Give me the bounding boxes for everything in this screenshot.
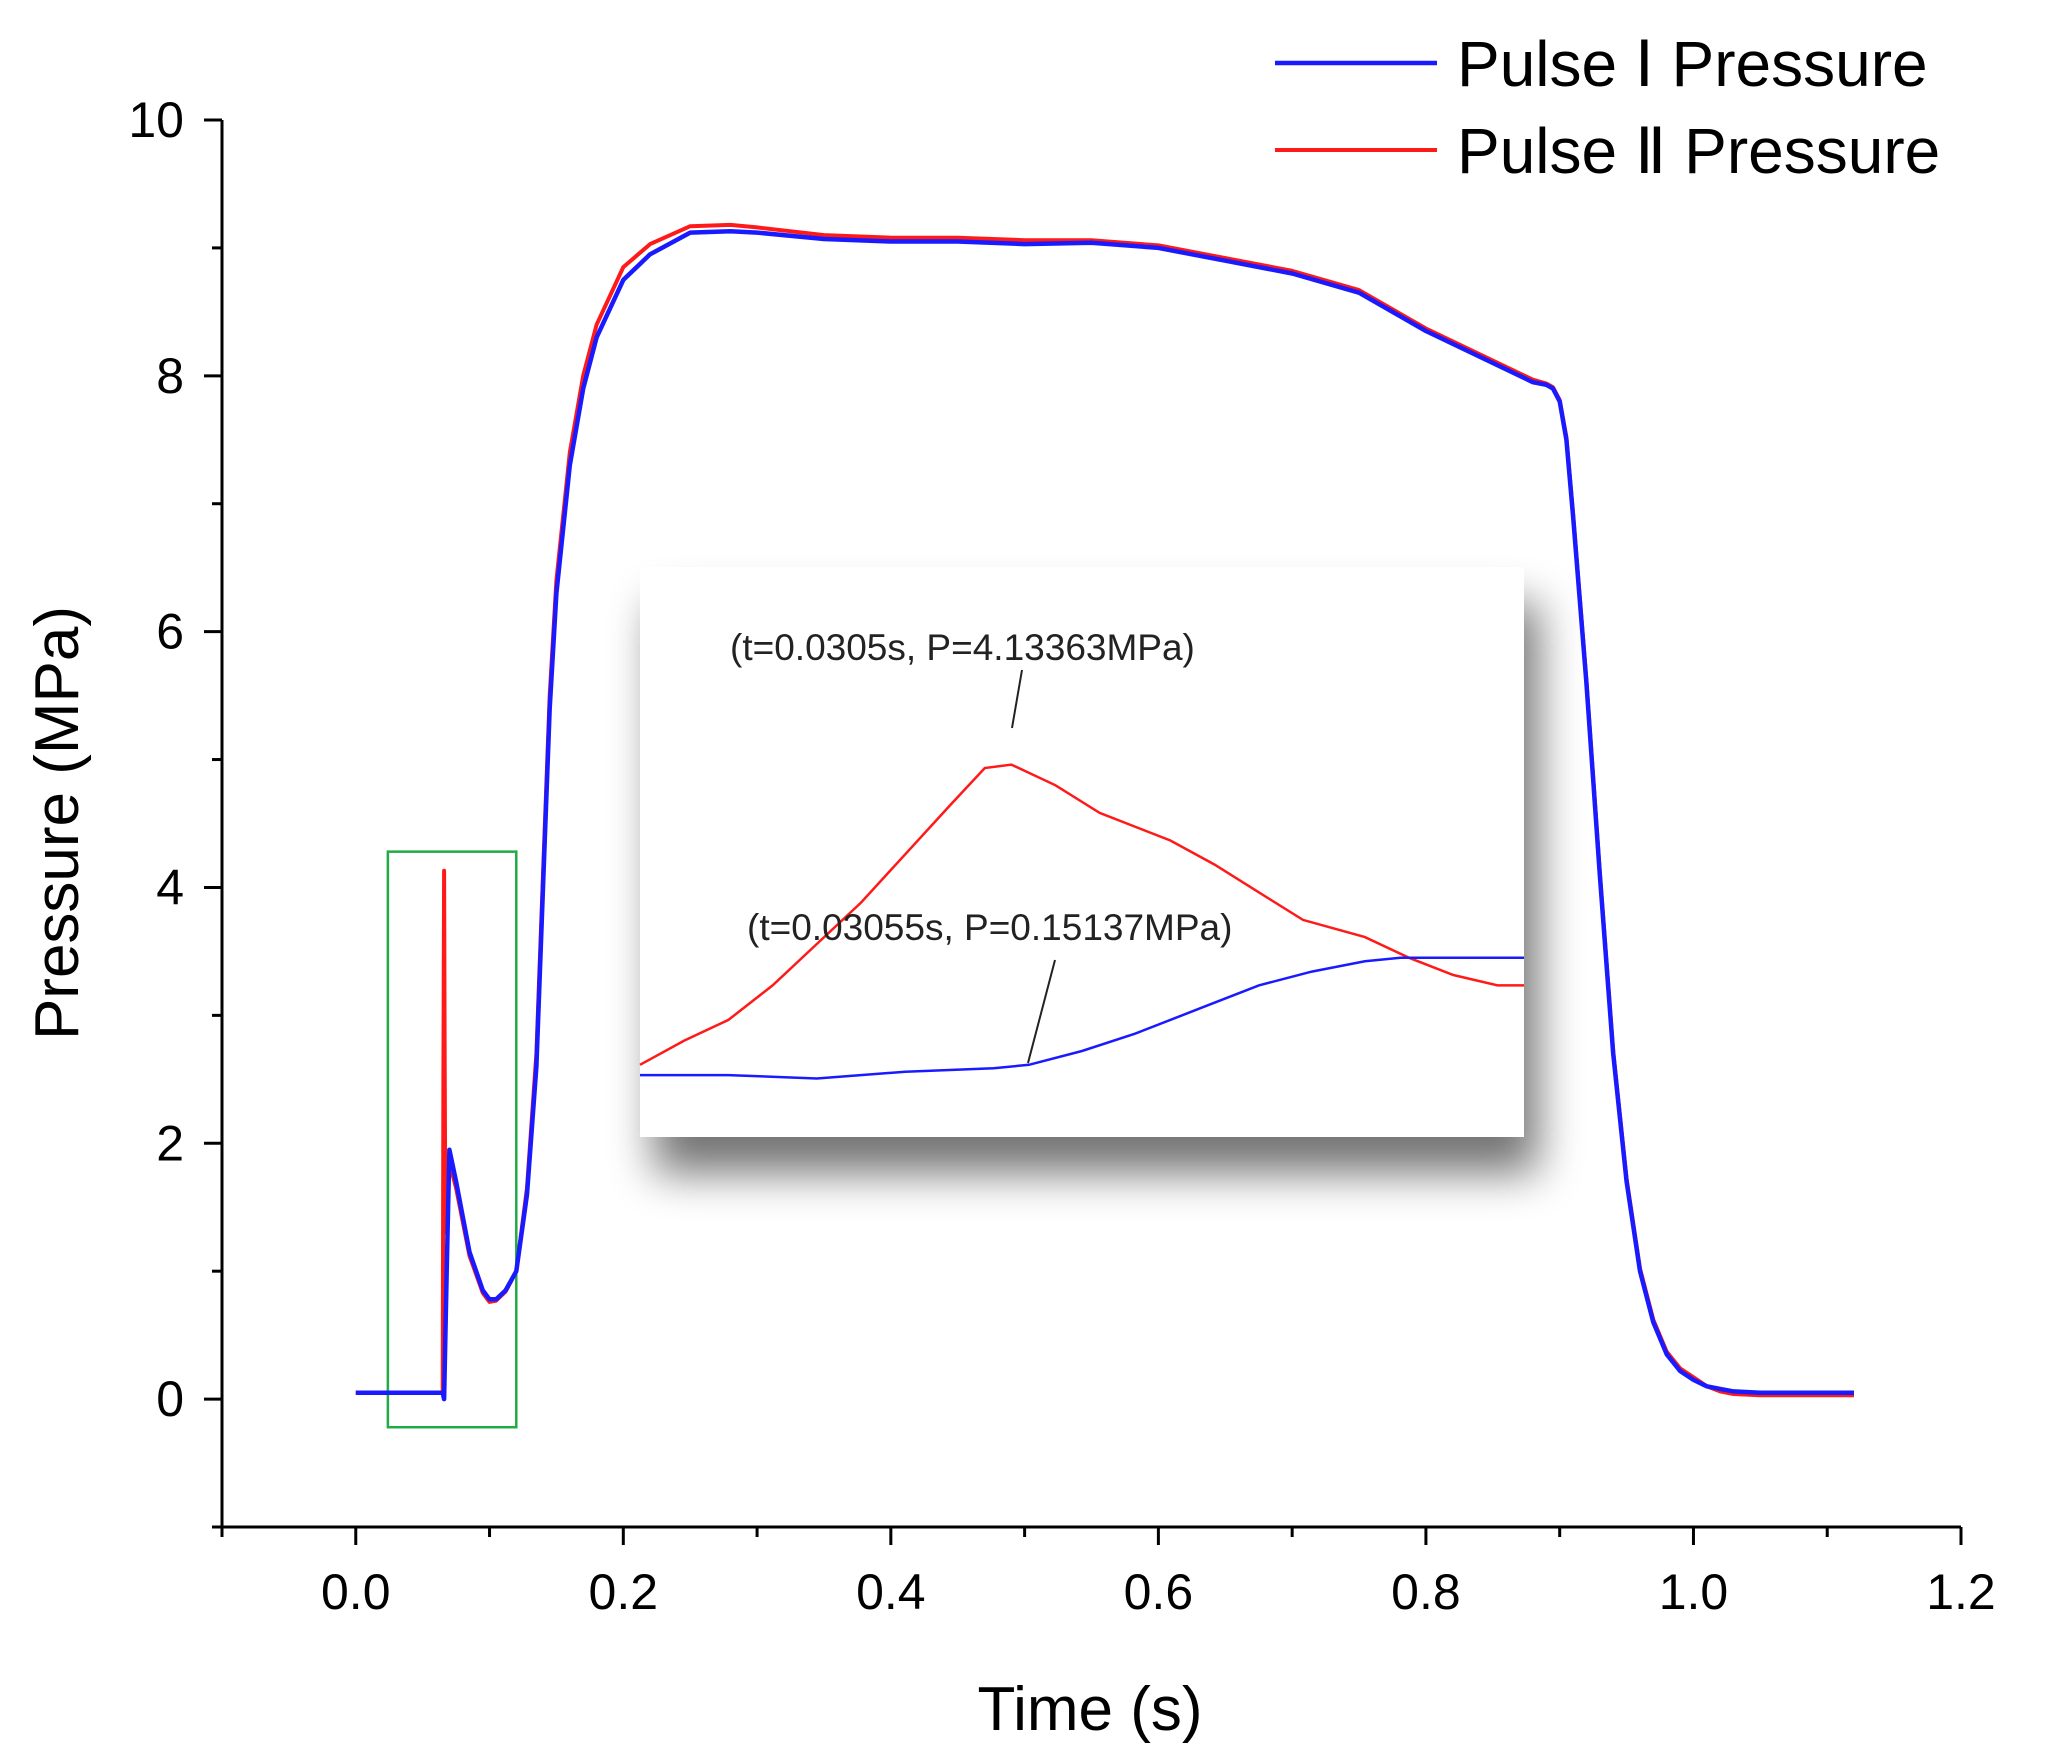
y-tick-label: 4	[156, 859, 184, 915]
x-axis-title: Time (s)	[978, 1675, 1203, 1744]
y-tick-label: 10	[128, 92, 184, 148]
y-tick-label: 2	[156, 1115, 184, 1171]
x-tick-label: 1.0	[1659, 1564, 1729, 1620]
inset-curve-pulse-2	[639, 763, 1524, 1066]
y-axis-title: Pressure (MPa)	[23, 606, 92, 1040]
inset-annotation-1: (t=0.0305s, P=4.13363MPa)	[730, 627, 1195, 668]
x-tick-label: 0.4	[856, 1564, 926, 1620]
x-tick-label: 0.6	[1124, 1564, 1194, 1620]
x-tick-label: 1.2	[1926, 1564, 1996, 1620]
inset-background	[640, 567, 1524, 1137]
legend: Pulse Ⅰ Pressure Pulse Ⅱ Pressure	[1275, 28, 1940, 187]
series-line-pulse-1	[355, 229, 1854, 1402]
x-tick-label: 0.0	[321, 1564, 391, 1620]
inset-curve-pulse-1	[640, 956, 1524, 1080]
inset-annotation-2: (t=0.03055s, P=0.15137MPa)	[747, 907, 1232, 948]
y-tick-label: 0	[156, 1371, 184, 1427]
y-tick-labels: 0 2 4 6 8 10	[128, 92, 184, 1427]
x-tick-label: 0.8	[1391, 1564, 1461, 1620]
inset-annotation-pointer-2	[1027, 959, 1056, 1064]
legend-label-pulse-1: Pulse Ⅰ Pressure	[1457, 28, 1928, 100]
x-ticks	[220, 1527, 1963, 1545]
x-tick-label: 0.2	[589, 1564, 659, 1620]
y-ticks	[204, 118, 222, 1529]
inset-panel: (t=0.0305s, P=4.13363MPa) (t=0.03055s, P…	[639, 567, 1524, 1137]
x-tick-labels: 0.0 0.2 0.4 0.6 0.8 1.0 1.2	[321, 1564, 1996, 1620]
legend-label-pulse-2: Pulse Ⅱ Pressure	[1457, 115, 1940, 187]
highlight-box	[386, 850, 518, 1429]
y-tick-label: 8	[156, 348, 184, 404]
inset-annotation-pointer-1	[1011, 669, 1023, 729]
y-tick-label: 6	[156, 604, 184, 660]
